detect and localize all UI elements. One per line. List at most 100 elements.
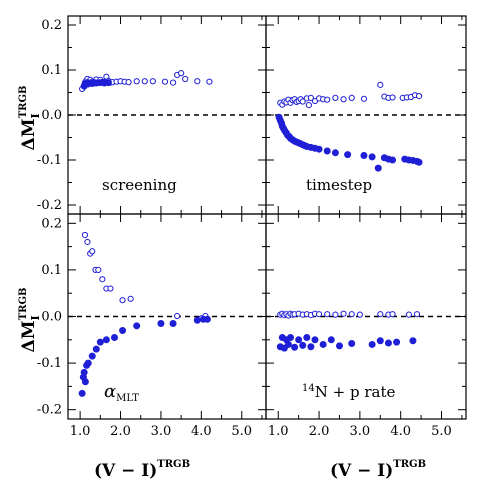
- filled-point: [384, 339, 392, 347]
- panel-label-main: timestep: [306, 176, 372, 194]
- filled-point: [327, 336, 335, 344]
- y-tick-label: 0.0: [41, 310, 62, 325]
- open-point: [89, 248, 96, 255]
- filled-point: [376, 337, 384, 345]
- open-point: [413, 311, 421, 318]
- open-point: [415, 93, 423, 100]
- open-point: [194, 78, 201, 85]
- panel-label: αMLT: [104, 381, 139, 404]
- filled-point: [311, 336, 319, 344]
- filled-point: [323, 147, 331, 155]
- filled-point: [348, 340, 356, 348]
- filled-point: [78, 389, 86, 397]
- open-point: [127, 295, 134, 302]
- open-point: [182, 75, 189, 83]
- filled-point: [291, 343, 299, 351]
- open-point: [324, 311, 331, 318]
- open-point: [348, 311, 355, 318]
- panel-label: timestep: [306, 176, 372, 194]
- x-tick-label: 1.0: [268, 424, 289, 439]
- y-tick-label: -0.1: [37, 153, 62, 168]
- x-tick-label: 1.0: [70, 424, 91, 439]
- x-tick-label: 3.0: [151, 424, 172, 439]
- panel-frame: [265, 213, 467, 420]
- filled-point: [84, 359, 92, 367]
- filled-point: [104, 79, 112, 87]
- panels-group: 0.2 0.1 0.0 -0.1 -0.2 screening timestep 0.2 0.1…: [37, 15, 467, 439]
- panel-4: 1.0 2.0 3.0 4.0 5.0 14N + p rate: [265, 213, 467, 439]
- filled-point: [368, 153, 376, 161]
- filled-point: [299, 341, 307, 349]
- open-point: [324, 96, 331, 103]
- xlabel-main: (V − I): [94, 461, 157, 481]
- open-point: [377, 81, 384, 88]
- open-point: [315, 311, 323, 318]
- open-point: [405, 311, 412, 318]
- open-point: [299, 98, 306, 105]
- y-axis-label-top: ΔMITRGB: [18, 86, 42, 151]
- open-point: [340, 96, 347, 103]
- y-tick-label: -0.2: [37, 198, 62, 213]
- open-point: [307, 94, 314, 102]
- x-tick-label: 5.0: [231, 424, 252, 439]
- ylabel-main: ΔM: [19, 118, 39, 150]
- filled-point: [389, 156, 397, 164]
- open-point: [107, 285, 114, 292]
- svg-text:ΔMITRGB: ΔMITRGB: [18, 86, 42, 151]
- open-point: [125, 79, 132, 86]
- open-point: [81, 231, 89, 239]
- filled-point: [335, 342, 343, 350]
- panel-label-main: α: [104, 381, 116, 402]
- open-point: [161, 78, 169, 85]
- filled-point: [96, 338, 104, 346]
- filled-point: [315, 145, 323, 153]
- panel-1: 0.2 0.1 0.0 -0.1 -0.2 screening: [37, 15, 267, 215]
- xlabel-main: (V − I): [330, 461, 393, 481]
- panel-2: timestep: [265, 15, 467, 215]
- x-axis-label-right: (V − I)TRGB: [330, 459, 426, 481]
- filled-point: [80, 368, 88, 376]
- filled-point: [119, 326, 127, 334]
- open-point: [377, 311, 384, 318]
- open-point: [149, 78, 156, 85]
- open-point: [348, 94, 355, 102]
- filled-point: [393, 338, 401, 346]
- open-point: [389, 311, 396, 318]
- open-point: [119, 297, 126, 304]
- filled-point: [88, 352, 96, 360]
- x-axis-label-left: (V − I)TRGB: [94, 459, 190, 481]
- open-point: [95, 266, 102, 274]
- filled-point: [368, 340, 376, 348]
- open-point: [389, 94, 396, 101]
- svg-text:ΔMITRGB: ΔMITRGB: [18, 288, 42, 353]
- y-tick-label: -0.2: [37, 403, 62, 418]
- ylabel-main: ΔM: [19, 320, 39, 352]
- open-point: [356, 311, 363, 318]
- filled-point: [133, 322, 141, 330]
- panel-label-sup: 14: [302, 383, 315, 394]
- filled-point: [81, 378, 89, 386]
- x-tick-label: 2.0: [110, 424, 131, 439]
- panel-label: screening: [102, 176, 177, 194]
- ylabel-sup: TRGB: [18, 288, 29, 321]
- xlabel-sup: TRGB: [393, 459, 426, 470]
- x-tick-label: 5.0: [431, 424, 452, 439]
- x-tick-label: 3.0: [350, 424, 371, 439]
- ylabel-sup: TRGB: [18, 86, 29, 119]
- open-point: [340, 310, 347, 317]
- open-point: [206, 78, 213, 85]
- filled-point: [102, 336, 110, 344]
- y-tick-label: 0.0: [41, 108, 62, 123]
- filled-point: [360, 151, 368, 159]
- filled-point: [193, 316, 201, 324]
- ylabel-sub: I: [29, 315, 42, 320]
- ylabel-sub: I: [29, 113, 42, 118]
- filled-point: [169, 319, 177, 327]
- open-point: [169, 79, 177, 86]
- filled-point: [295, 336, 303, 344]
- filled-point: [303, 333, 311, 341]
- open-point: [174, 312, 181, 320]
- open-point: [332, 94, 339, 102]
- x-tick-label: 2.0: [309, 424, 330, 439]
